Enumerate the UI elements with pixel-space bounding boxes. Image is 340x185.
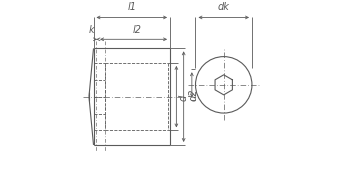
Text: l1: l1 [127, 2, 136, 12]
Text: l2: l2 [133, 25, 142, 35]
Text: dk: dk [218, 2, 230, 12]
Text: d2: d2 [188, 89, 198, 101]
Text: k: k [89, 25, 95, 35]
Text: d: d [178, 95, 189, 101]
